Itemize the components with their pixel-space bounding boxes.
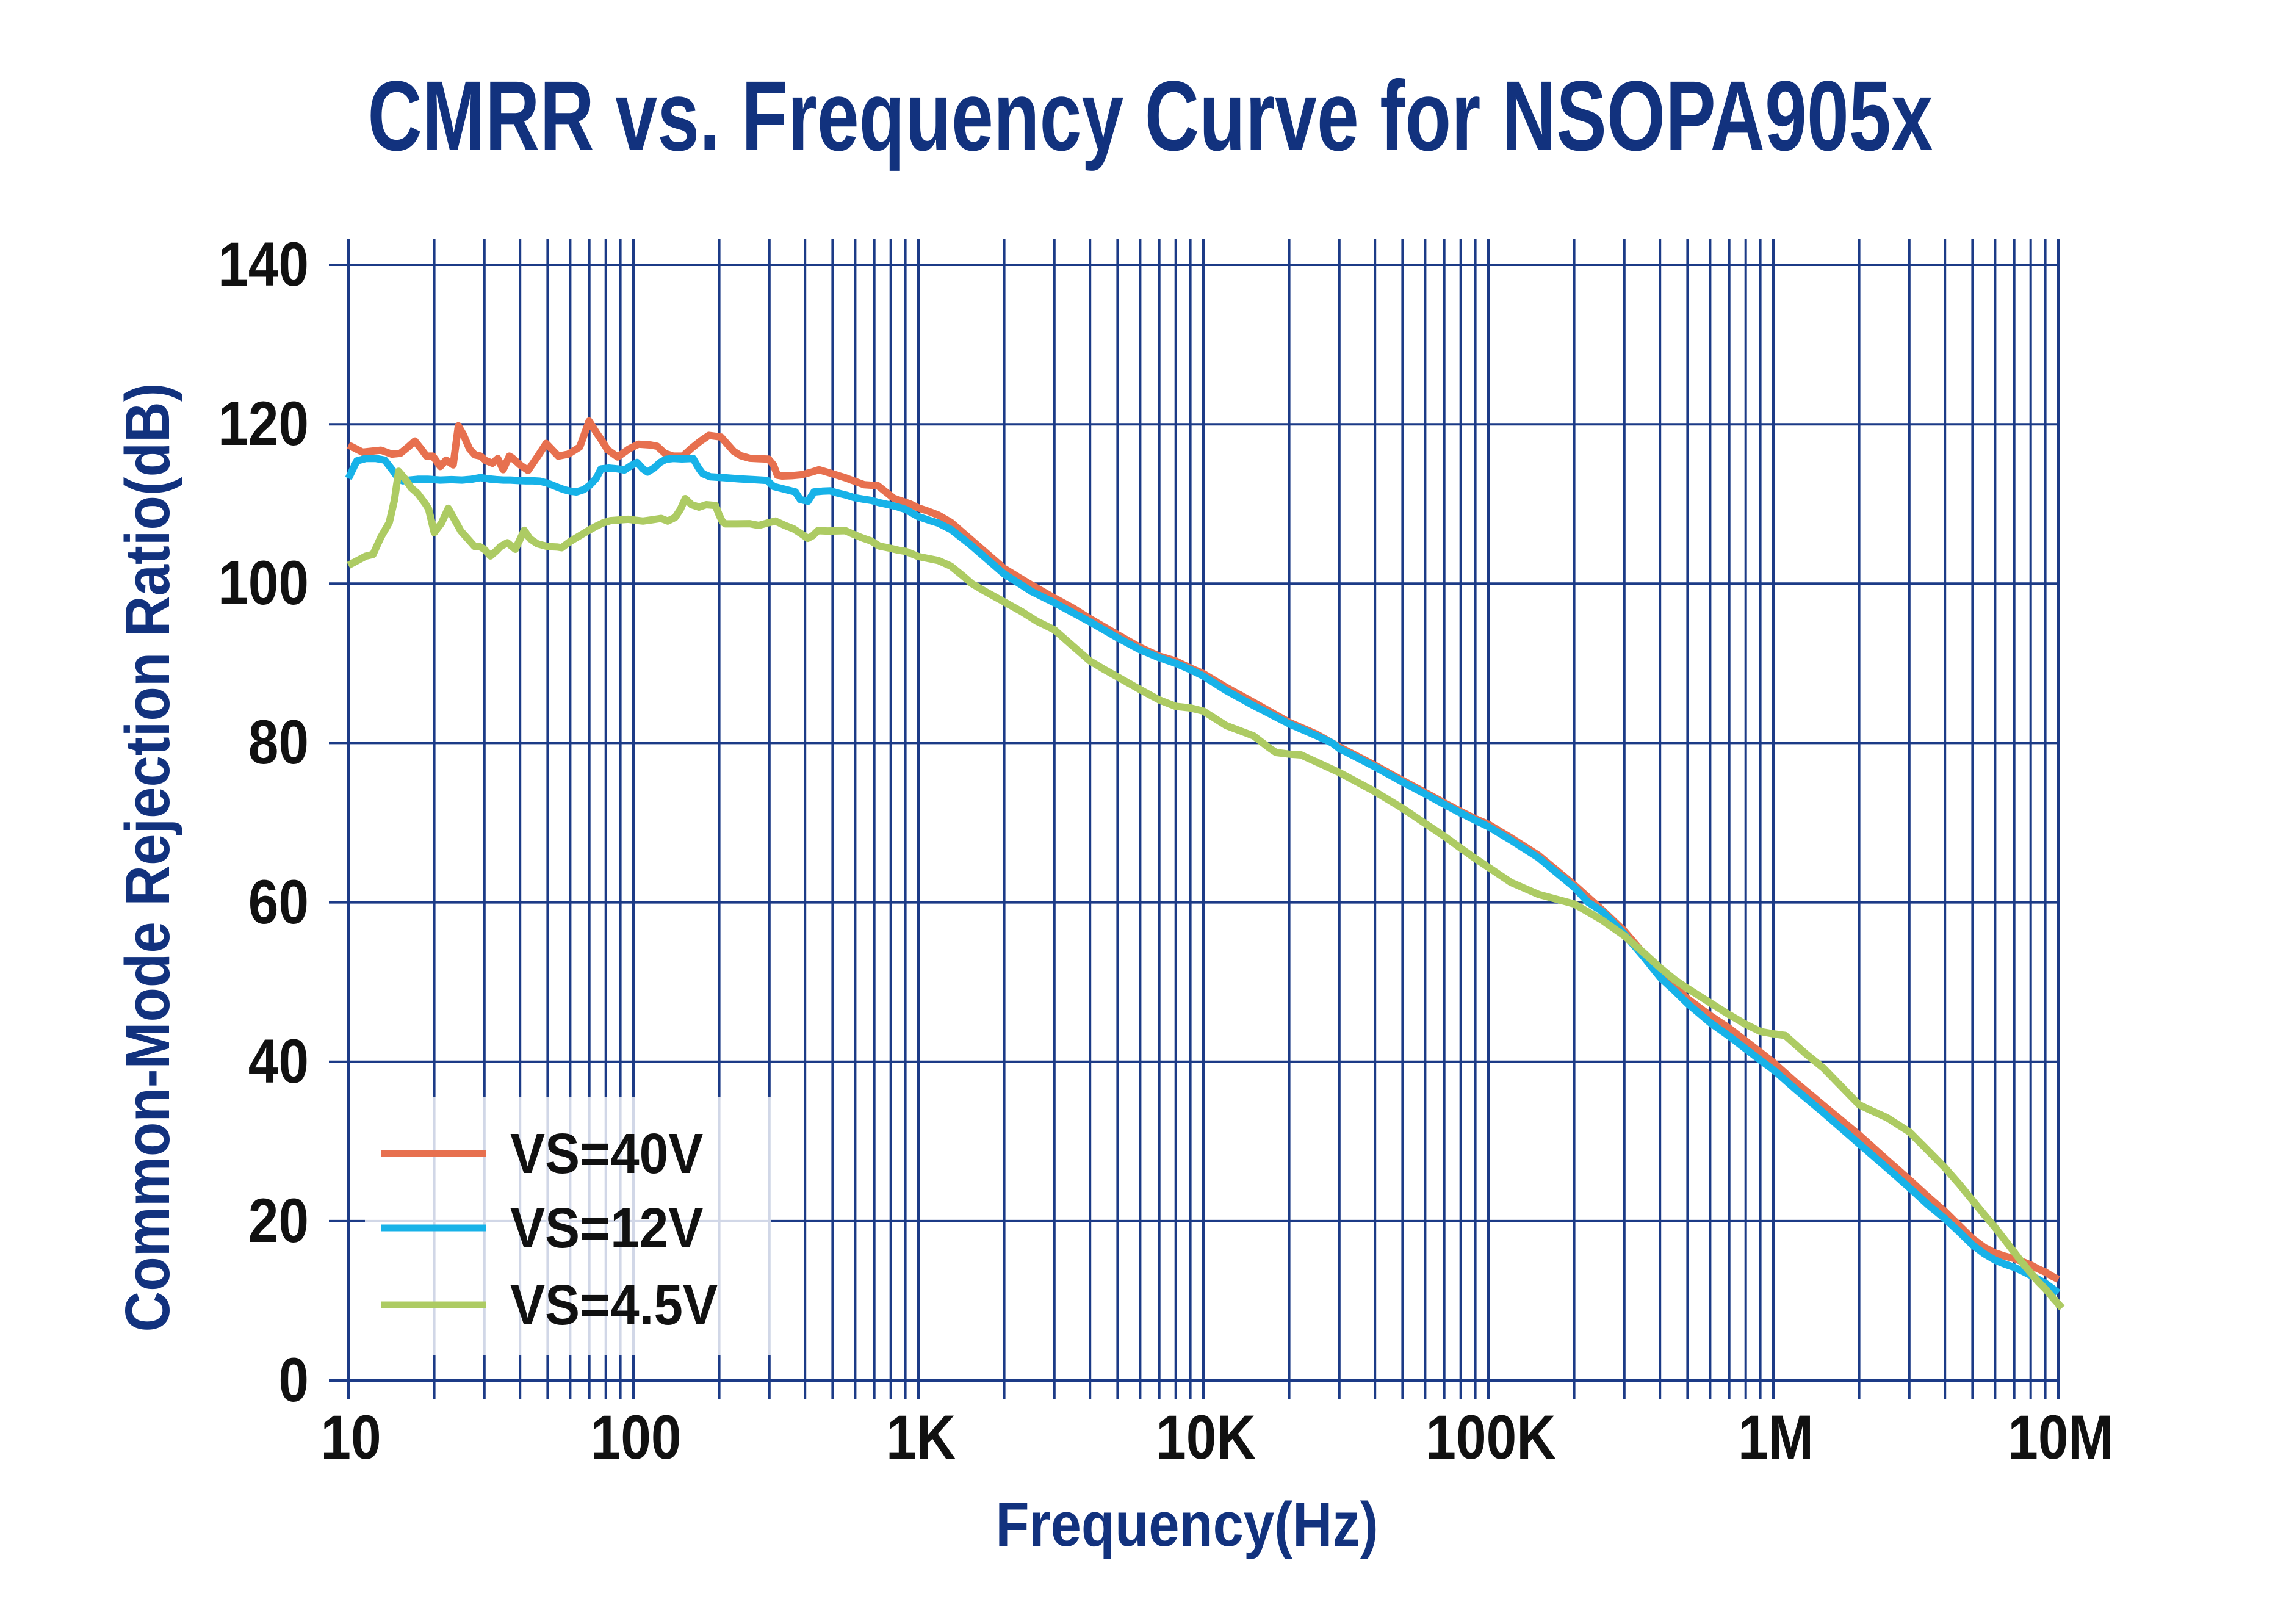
svg-text:80: 80 bbox=[248, 707, 309, 777]
svg-text:20: 20 bbox=[248, 1186, 309, 1255]
svg-text:120: 120 bbox=[218, 389, 309, 458]
svg-text:VS=40V: VS=40V bbox=[510, 1122, 703, 1185]
svg-text:40: 40 bbox=[248, 1027, 309, 1096]
svg-text:10M: 10M bbox=[2008, 1402, 2114, 1472]
svg-text:60: 60 bbox=[248, 867, 309, 937]
svg-text:Common-Mode Rejection Ratio(dB: Common-Mode Rejection Ratio(dB) bbox=[112, 383, 182, 1332]
svg-text:0: 0 bbox=[278, 1345, 309, 1415]
svg-text:1K: 1K bbox=[886, 1402, 956, 1472]
svg-text:1M: 1M bbox=[1738, 1402, 1814, 1472]
svg-text:100: 100 bbox=[591, 1402, 682, 1472]
svg-text:Frequency(Hz): Frequency(Hz) bbox=[995, 1489, 1378, 1559]
svg-text:10K: 10K bbox=[1156, 1402, 1256, 1472]
svg-text:140: 140 bbox=[218, 229, 309, 299]
svg-text:100K: 100K bbox=[1426, 1402, 1555, 1472]
svg-text:VS=12V: VS=12V bbox=[510, 1196, 703, 1260]
svg-text:100: 100 bbox=[218, 548, 309, 618]
svg-text:VS=4.5V: VS=4.5V bbox=[510, 1273, 718, 1337]
svg-text:10: 10 bbox=[320, 1402, 381, 1472]
svg-text:CMRR vs. Frequency Curve for N: CMRR vs. Frequency Curve for NSOPA905x bbox=[367, 60, 1933, 171]
